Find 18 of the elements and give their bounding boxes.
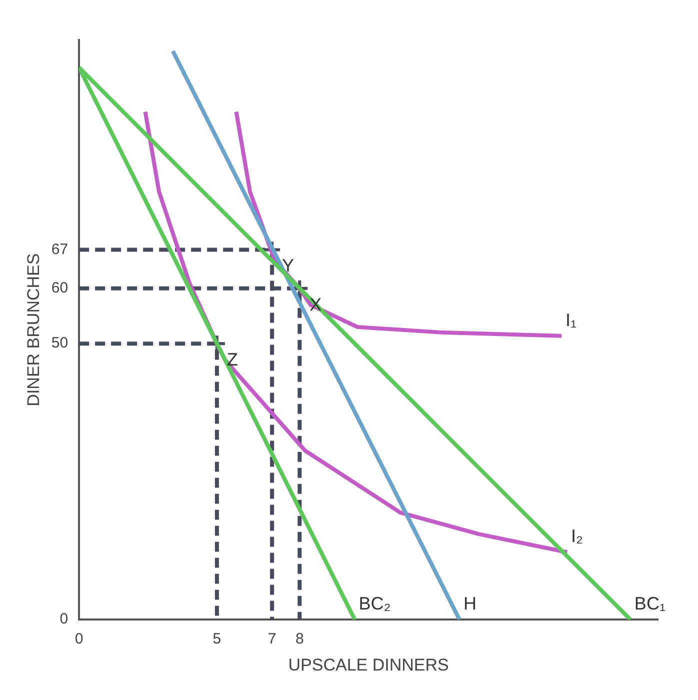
x-tick-label: 5 [212, 630, 222, 648]
series-label: I₂ [571, 526, 584, 546]
x-tick-label: 7 [268, 630, 276, 648]
x-axis-title: UPSCALE DINNERS [288, 655, 449, 674]
x-tick-label: 0 [74, 630, 84, 648]
series-label: H [464, 594, 477, 614]
series-label: BC₁ [634, 594, 666, 614]
series-label: BC₂ [358, 594, 391, 614]
annotation: X [310, 294, 322, 314]
y-axis-title: DINER BRUNCHES [24, 253, 43, 406]
x-tick-label: 8 [295, 630, 304, 648]
y-tick-label: 50 [51, 334, 68, 352]
y-tick-label: 60 [51, 280, 68, 297]
series-label: I₁ [566, 310, 577, 330]
annotation: Y [282, 256, 294, 276]
y-tick-label: 67 [51, 240, 68, 258]
annotation: Z [226, 350, 238, 370]
y-tick-label: 0 [60, 610, 68, 628]
